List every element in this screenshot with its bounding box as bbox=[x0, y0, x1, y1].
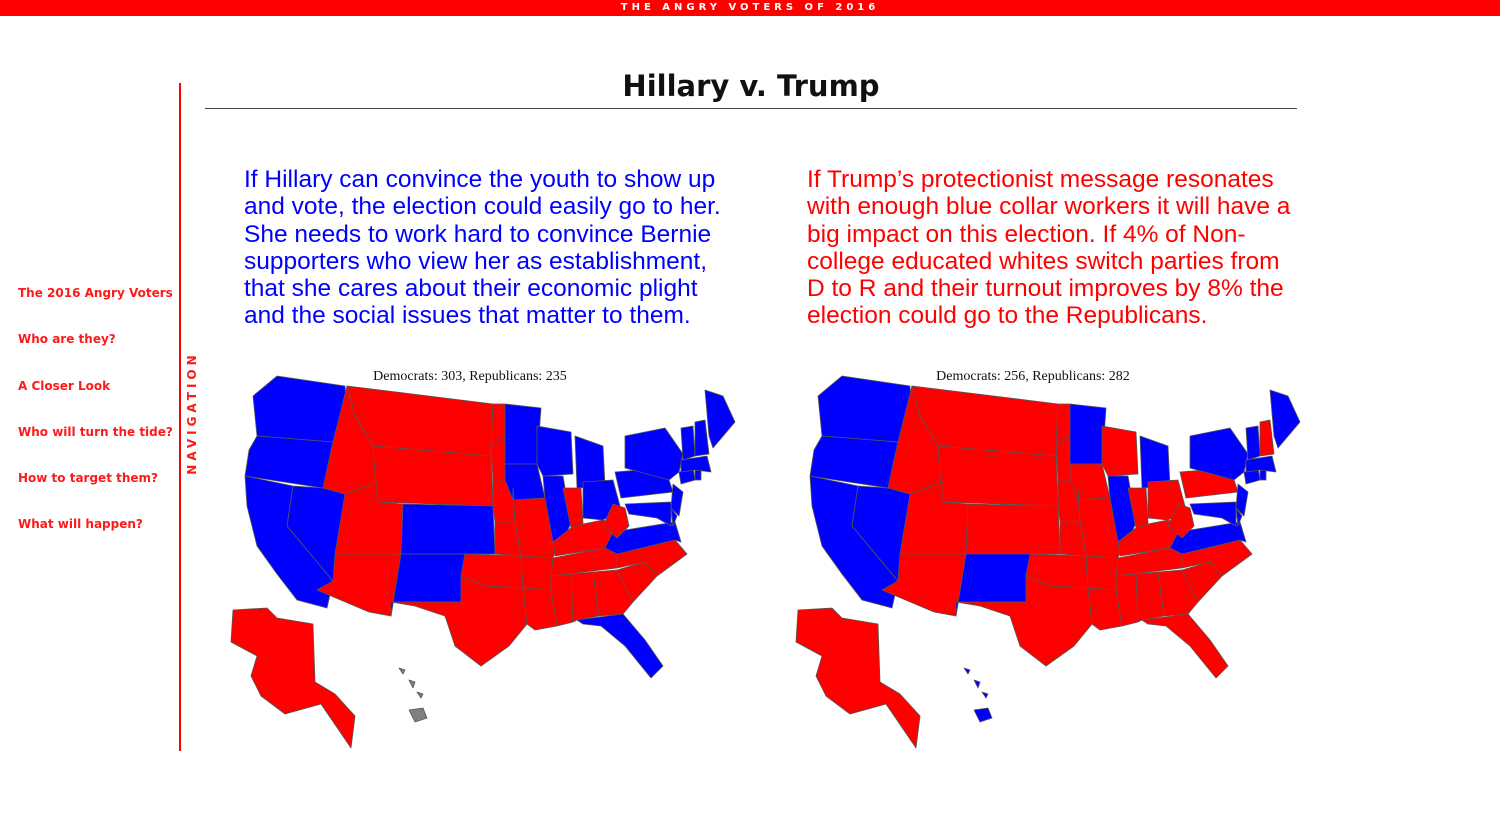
state-ri bbox=[694, 469, 702, 481]
state-ar bbox=[1085, 555, 1119, 591]
state-mi bbox=[574, 435, 606, 489]
state-wv bbox=[1167, 503, 1195, 539]
state-wa bbox=[817, 375, 913, 443]
state-ms bbox=[550, 573, 574, 627]
state-or bbox=[244, 435, 334, 489]
nav-item-who-are-they[interactable]: Who are they? bbox=[18, 332, 116, 347]
state-md bbox=[624, 501, 672, 527]
state-co bbox=[400, 503, 496, 555]
state-de bbox=[1235, 507, 1243, 527]
state-wi bbox=[1101, 425, 1139, 477]
democrat-map-caption: Democrats: 303, Republicans: 235 bbox=[373, 369, 567, 384]
state-tx bbox=[955, 575, 1093, 667]
republican-map-caption: Democrats: 256, Republicans: 282 bbox=[936, 369, 1130, 384]
state-ga bbox=[592, 569, 634, 617]
page-title: Hillary v. Trump bbox=[205, 64, 1297, 109]
democrat-scenario-map bbox=[230, 375, 736, 749]
state-mn bbox=[504, 403, 542, 465]
republican-scenario-text: If Trump’s protectionist message resonat… bbox=[807, 166, 1291, 330]
state-al bbox=[1135, 571, 1165, 623]
state-ms bbox=[1115, 573, 1139, 627]
state-de bbox=[670, 507, 678, 527]
nav-item-closer-look[interactable]: A Closer Look bbox=[18, 378, 111, 393]
state-me bbox=[704, 389, 736, 449]
state-la bbox=[1087, 587, 1123, 631]
state-vt bbox=[680, 425, 696, 461]
state-mn bbox=[1069, 403, 1107, 465]
navigation-label: NAVIGATION bbox=[185, 351, 199, 475]
state-ak bbox=[230, 607, 356, 749]
side-navigation: The 2016 Angry Voters Who are they? A Cl… bbox=[18, 286, 173, 564]
state-wi bbox=[536, 425, 574, 477]
state-ia bbox=[1069, 463, 1111, 501]
republican-scenario-map bbox=[795, 375, 1301, 749]
state-tx bbox=[390, 575, 528, 667]
state-or bbox=[809, 435, 899, 489]
state-fl bbox=[576, 613, 664, 679]
state-ak bbox=[795, 607, 921, 749]
top-banner: THE ANGRY VOTERS OF 2016 bbox=[0, 0, 1500, 16]
state-fl bbox=[1141, 613, 1229, 679]
state-wy bbox=[372, 445, 494, 507]
state-ar bbox=[520, 555, 554, 591]
state-ri bbox=[1259, 469, 1267, 481]
state-mi bbox=[1139, 435, 1171, 489]
navigation-divider bbox=[179, 83, 181, 751]
state-ga bbox=[1157, 569, 1199, 617]
state-nh bbox=[694, 419, 710, 457]
state-hi bbox=[398, 667, 428, 723]
nav-item-what-will-happen[interactable]: What will happen? bbox=[18, 517, 143, 532]
state-co bbox=[965, 503, 1061, 555]
nav-item-turn-the-tide[interactable]: Who will turn the tide? bbox=[18, 424, 173, 439]
state-nj bbox=[1235, 483, 1249, 517]
state-nh bbox=[1259, 419, 1275, 457]
state-nj bbox=[670, 483, 684, 517]
state-wv bbox=[602, 503, 630, 539]
state-la bbox=[522, 587, 558, 631]
state-wa bbox=[252, 375, 348, 443]
state-me bbox=[1269, 389, 1301, 449]
state-wy bbox=[937, 445, 1059, 507]
state-ia bbox=[504, 463, 546, 501]
state-ma bbox=[680, 455, 712, 473]
nav-item-target-them[interactable]: How to target them? bbox=[18, 471, 158, 486]
state-md bbox=[1189, 501, 1237, 527]
state-vt bbox=[1245, 425, 1261, 461]
nav-item-angry-voters[interactable]: The 2016 Angry Voters bbox=[18, 286, 173, 300]
state-hi bbox=[963, 667, 993, 723]
state-al bbox=[570, 571, 600, 623]
democrat-scenario-text: If Hillary can convince the youth to sho… bbox=[244, 166, 721, 330]
state-ma bbox=[1245, 455, 1277, 473]
